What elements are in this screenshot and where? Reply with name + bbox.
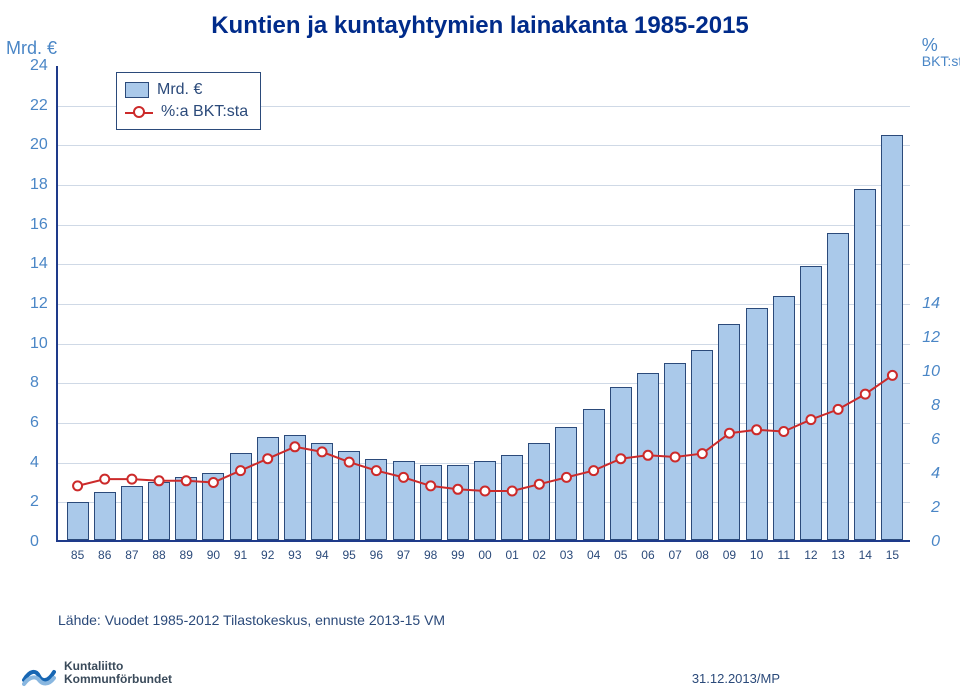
x-tick: 12: [804, 548, 817, 562]
x-tick: 96: [370, 548, 383, 562]
brand-logo: Kuntaliitto Kommunförbundet: [22, 656, 172, 690]
right-axis-title-main: %: [922, 35, 938, 55]
left-ytick: 12: [30, 295, 48, 313]
right-ytick: 0: [931, 533, 940, 551]
left-ytick: 22: [30, 97, 48, 115]
legend-bar-label: Mrd. €: [157, 81, 202, 99]
right-ytick: 12: [922, 329, 940, 347]
right-axis-title-sub: BKT:sta: [922, 54, 960, 68]
plot-region: 2468101214161820222400246810121485868788…: [56, 66, 910, 542]
left-ytick: 20: [30, 136, 48, 154]
x-tick: 05: [614, 548, 627, 562]
x-tick: 91: [234, 548, 247, 562]
left-axis-title: Mrd. €: [6, 38, 57, 59]
x-tick: 02: [533, 548, 546, 562]
left-ytick: 8: [30, 374, 39, 392]
x-tick: 98: [424, 548, 437, 562]
right-ytick: 2: [931, 499, 940, 517]
x-tick: 97: [397, 548, 410, 562]
x-tick: 04: [587, 548, 600, 562]
footer-date: 31.12.2013/MP: [692, 671, 780, 686]
x-tick: 14: [859, 548, 872, 562]
x-tick: 11: [778, 548, 790, 562]
left-ytick: 18: [30, 176, 48, 194]
right-ytick: 14: [922, 295, 940, 313]
x-tick: 03: [560, 548, 573, 562]
chart-title: Kuntien ja kuntayhtymien lainakanta 1985…: [0, 0, 960, 40]
x-tick: 13: [831, 548, 844, 562]
source-text: Lähde: Vuodet 1985-2012 Tilastokeskus, e…: [58, 612, 445, 628]
x-tick: 88: [152, 548, 165, 562]
x-tick: 01: [505, 548, 518, 562]
x-tick: 00: [478, 548, 491, 562]
right-ytick: 4: [931, 465, 940, 483]
line-series: [58, 66, 910, 540]
x-tick: 89: [180, 548, 193, 562]
x-tick: 85: [71, 548, 84, 562]
legend-bar-row: Mrd. €: [125, 79, 248, 101]
left-ytick: 16: [30, 216, 48, 234]
right-axis-title: % BKT:sta: [922, 36, 960, 68]
right-ytick: 6: [931, 431, 940, 449]
x-tick: 15: [886, 548, 899, 562]
left-ytick: 14: [30, 255, 48, 273]
right-ytick: 10: [922, 363, 940, 381]
chart-area: Mrd. € % BKT:sta 24681012141618202224002…: [40, 44, 920, 574]
left-ytick: 4: [30, 454, 39, 472]
x-tick: 10: [750, 548, 763, 562]
x-tick: 95: [343, 548, 356, 562]
x-tick: 90: [207, 548, 220, 562]
brand-line2: Kommunförbundet: [64, 673, 172, 686]
x-tick: 94: [315, 548, 328, 562]
x-tick: 08: [696, 548, 709, 562]
left-ytick: 6: [30, 414, 39, 432]
legend-line-label: %:a BKT:sta: [161, 103, 248, 121]
left-ytick: 10: [30, 335, 48, 353]
right-ytick: 8: [931, 397, 940, 415]
x-tick: 86: [98, 548, 111, 562]
x-tick: 87: [125, 548, 138, 562]
x-tick: 06: [641, 548, 654, 562]
x-tick: 09: [723, 548, 736, 562]
x-tick: 93: [288, 548, 301, 562]
x-tick: 99: [451, 548, 464, 562]
legend-line-row: %:a BKT:sta: [125, 101, 248, 123]
legend: Mrd. € %:a BKT:sta: [116, 72, 261, 130]
x-tick: 92: [261, 548, 274, 562]
left-ytick: 0: [30, 533, 39, 551]
left-ytick: 2: [30, 493, 39, 511]
brand-text: Kuntaliitto Kommunförbundet: [64, 660, 172, 685]
legend-bar-swatch: [125, 82, 149, 98]
left-ytick: 24: [30, 57, 48, 75]
x-tick: 07: [668, 548, 681, 562]
wave-icon: [22, 656, 56, 690]
